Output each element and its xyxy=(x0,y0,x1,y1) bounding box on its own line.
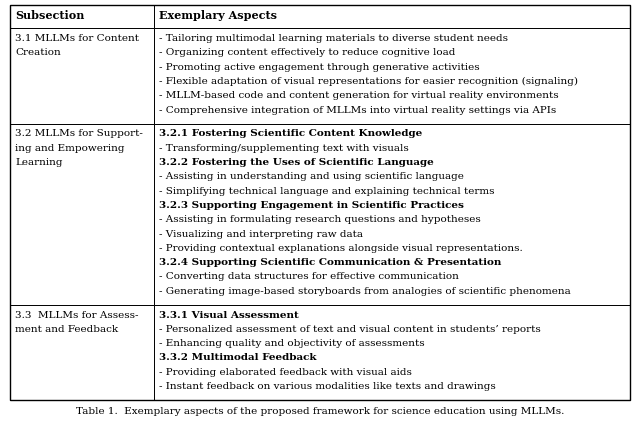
Text: - Providing contextual explanations alongside visual representations.: - Providing contextual explanations alon… xyxy=(159,243,523,252)
Text: - Comprehensive integration of MLLMs into virtual reality settings via APIs: - Comprehensive integration of MLLMs int… xyxy=(159,105,557,114)
Text: 3.3.2 Multimodal Feedback: 3.3.2 Multimodal Feedback xyxy=(159,353,317,362)
Text: - Simplifying technical language and explaining technical terms: - Simplifying technical language and exp… xyxy=(159,186,495,195)
Text: - Providing elaborated feedback with visual aids: - Providing elaborated feedback with vis… xyxy=(159,367,412,376)
Text: ment and Feedback: ment and Feedback xyxy=(15,324,118,333)
Text: - Enhancing quality and objectivity of assessments: - Enhancing quality and objectivity of a… xyxy=(159,338,425,347)
Text: - Transforming/supplementing text with visuals: - Transforming/supplementing text with v… xyxy=(159,144,409,152)
Bar xyxy=(154,124,630,305)
Text: 3.3  MLLMs for Assess-: 3.3 MLLMs for Assess- xyxy=(15,310,139,319)
Text: - Converting data structures for effective communication: - Converting data structures for effecti… xyxy=(159,272,459,281)
Bar xyxy=(154,305,630,400)
Text: - Promoting active engagement through generative activities: - Promoting active engagement through ge… xyxy=(159,63,480,71)
Text: - Assisting in formulating research questions and hypotheses: - Assisting in formulating research ques… xyxy=(159,215,481,224)
Text: Subsection: Subsection xyxy=(15,10,84,21)
Text: 3.1 MLLMs for Content: 3.1 MLLMs for Content xyxy=(15,34,140,43)
Bar xyxy=(154,6,630,29)
Text: - Tailoring multimodal learning materials to diverse student needs: - Tailoring multimodal learning material… xyxy=(159,34,508,43)
Text: - Organizing content effectively to reduce cognitive load: - Organizing content effectively to redu… xyxy=(159,48,456,57)
Text: - Generating image-based storyboards from analogies of scientific phenomena: - Generating image-based storyboards fro… xyxy=(159,286,571,295)
Text: - Visualizing and interpreting raw data: - Visualizing and interpreting raw data xyxy=(159,229,364,238)
Bar xyxy=(154,29,630,124)
Bar xyxy=(10,6,154,29)
Text: Table 1.  Exemplary aspects of the proposed framework for science education usin: Table 1. Exemplary aspects of the propos… xyxy=(76,406,564,415)
Bar xyxy=(10,124,154,305)
Text: 3.2 MLLMs for Support-: 3.2 MLLMs for Support- xyxy=(15,129,143,138)
Text: - MLLM-based code and content generation for virtual reality environments: - MLLM-based code and content generation… xyxy=(159,91,559,100)
Text: ing and Empowering: ing and Empowering xyxy=(15,144,125,152)
Text: - Flexible adaptation of visual representations for easier recognition (signalin: - Flexible adaptation of visual represen… xyxy=(159,77,579,86)
Text: Learning: Learning xyxy=(15,158,63,167)
Text: 3.2.1 Fostering Scientific Content Knowledge: 3.2.1 Fostering Scientific Content Knowl… xyxy=(159,129,422,138)
Text: 3.2.2 Fostering the Uses of Scientific Language: 3.2.2 Fostering the Uses of Scientific L… xyxy=(159,158,434,167)
Text: - Assisting in understanding and using scientific language: - Assisting in understanding and using s… xyxy=(159,172,464,181)
Text: 3.2.4 Supporting Scientific Communication & Presentation: 3.2.4 Supporting Scientific Communicatio… xyxy=(159,258,502,267)
Text: 3.3.1 Visual Assessment: 3.3.1 Visual Assessment xyxy=(159,310,299,319)
Text: Exemplary Aspects: Exemplary Aspects xyxy=(159,10,277,21)
Bar xyxy=(10,29,154,124)
Text: - Personalized assessment of text and visual content in students’ reports: - Personalized assessment of text and vi… xyxy=(159,324,541,333)
Text: 3.2.3 Supporting Engagement in Scientific Practices: 3.2.3 Supporting Engagement in Scientifi… xyxy=(159,200,464,209)
Bar xyxy=(10,305,154,400)
Text: Creation: Creation xyxy=(15,48,61,57)
Text: - Instant feedback on various modalities like texts and drawings: - Instant feedback on various modalities… xyxy=(159,381,496,390)
